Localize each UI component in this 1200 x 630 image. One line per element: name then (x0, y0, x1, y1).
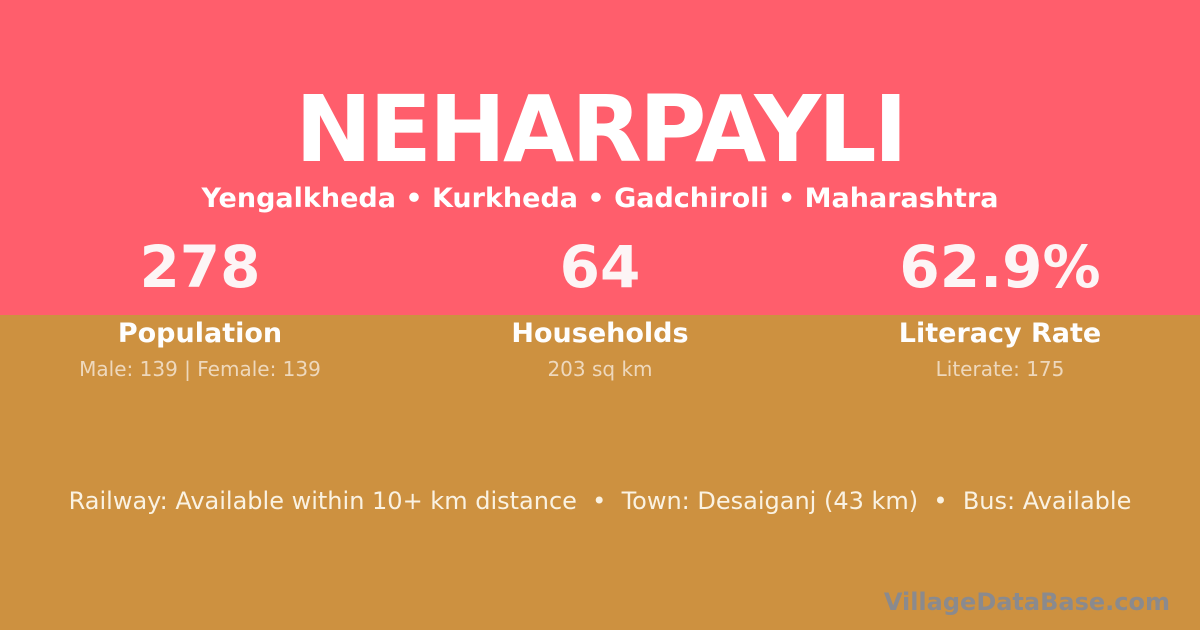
stat-households: 64 Households 203 sq km (400, 238, 800, 381)
population-value: 278 (139, 233, 261, 301)
population-label: Population (117, 318, 283, 349)
population-detail: Male: 139 | Female: 139 (79, 357, 321, 381)
households-value: 64 (559, 233, 641, 301)
village-name-title: NEHARPAYLI (295, 76, 908, 183)
literacy-value: 62.9% (899, 233, 1101, 301)
stat-literacy-rate: 62.9% Literacy Rate Literate: 175 (800, 238, 1200, 381)
households-label: Households (511, 318, 689, 349)
stat-population: 278 Population Male: 139 | Female: 139 (0, 238, 400, 381)
bottom-gold-band (0, 315, 1200, 630)
literacy-label: Literacy Rate (898, 318, 1102, 349)
households-detail: 203 sq km (547, 357, 653, 381)
watermark: VillageDataBase.com (883, 588, 1170, 616)
stats-row: 278 Population Male: 139 | Female: 139 6… (0, 238, 1200, 381)
location-breadcrumb: Yengalkheda • Kurkheda • Gadchiroli • Ma… (201, 183, 999, 214)
top-pink-band (0, 0, 1200, 315)
transport-info-line: Railway: Available within 10+ km distanc… (68, 487, 1132, 515)
literacy-detail: Literate: 175 (935, 357, 1065, 381)
